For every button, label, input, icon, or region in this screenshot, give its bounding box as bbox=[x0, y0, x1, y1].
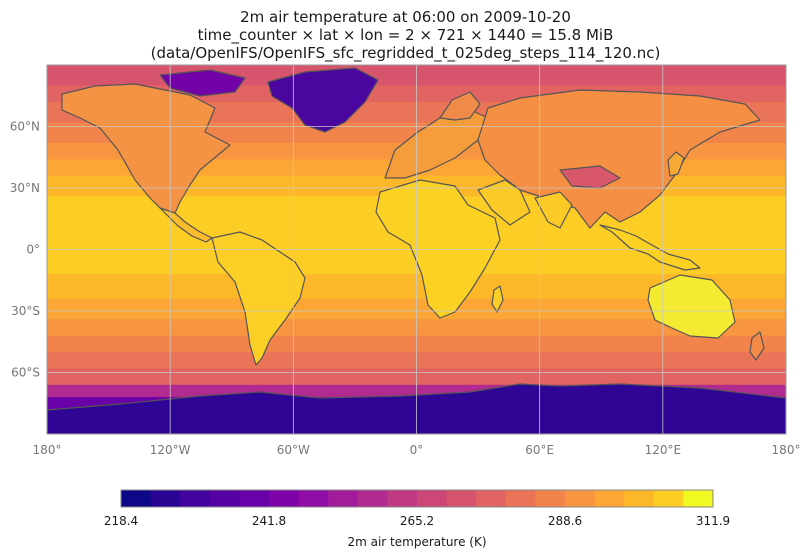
x-tick-labels: 180° 120°W 60°W 0° 60°E 120°E 180° bbox=[33, 443, 801, 457]
colorbar-tick-label: 218.4 bbox=[104, 514, 138, 528]
japan bbox=[667, 151, 685, 177]
colorbar-segment bbox=[683, 490, 714, 507]
x-tick-label: 120°W bbox=[150, 443, 191, 457]
colorbar-segment bbox=[121, 490, 151, 507]
south-america bbox=[211, 231, 306, 366]
north-america bbox=[61, 83, 231, 214]
colorbar-tick-label: 241.8 bbox=[252, 514, 286, 528]
scandinavia bbox=[439, 91, 481, 121]
madagascar bbox=[491, 285, 504, 313]
tibet bbox=[559, 165, 621, 189]
colorbar-segment bbox=[209, 490, 240, 507]
colorbar-label: 2m air temperature (K) bbox=[347, 535, 486, 549]
colorbar-segment bbox=[565, 490, 595, 507]
colorbar-segment bbox=[239, 490, 270, 507]
y-tick-label: 30°N bbox=[10, 181, 40, 195]
colorbar-segment bbox=[150, 490, 181, 507]
colorbar-tick-label: 265.2 bbox=[400, 514, 434, 528]
colorbar-segment bbox=[298, 490, 329, 507]
colorbar-tick-label: 311.9 bbox=[696, 514, 730, 528]
colorbar-segment bbox=[387, 490, 418, 507]
y-tick-label: 0° bbox=[26, 243, 40, 257]
x-tick-label: 60°E bbox=[525, 443, 554, 457]
x-tick-label: 120°E bbox=[645, 443, 682, 457]
x-tick-label: 0° bbox=[410, 443, 424, 457]
colorbar-segment bbox=[653, 490, 684, 507]
y-tick-label: 30°S bbox=[11, 304, 40, 318]
colorbar-segment bbox=[476, 490, 507, 507]
africa bbox=[375, 179, 501, 319]
colorbar-segment bbox=[624, 490, 655, 507]
colorbar-segment bbox=[505, 490, 536, 507]
greenland bbox=[267, 67, 379, 133]
australia bbox=[647, 274, 736, 339]
plot-frame bbox=[46, 64, 787, 435]
y-tick-labels: 60°N 30°N 0° 30°S 60°S bbox=[10, 120, 40, 380]
arabia-india bbox=[477, 179, 573, 229]
new-zealand bbox=[749, 331, 765, 361]
map-subtitle-file: (data/OpenIFS/OpenIFS_sfc_regridded_t_02… bbox=[150, 44, 661, 62]
land-regions bbox=[47, 67, 786, 434]
y-tick-label: 60°N bbox=[10, 120, 40, 134]
colorbar-tick-labels: 218.4 241.8 265.2 288.6 311.9 bbox=[104, 514, 730, 528]
colorbar-segment bbox=[328, 490, 359, 507]
graticule bbox=[47, 65, 786, 434]
colorbar-segment bbox=[417, 490, 447, 507]
colorbar-segment bbox=[535, 490, 566, 507]
colorbar-segment bbox=[594, 490, 625, 507]
colorbar bbox=[120, 489, 714, 508]
colorbar-tick-label: 288.6 bbox=[548, 514, 582, 528]
map-title: 2m air temperature at 06:00 on 2009-10-2… bbox=[240, 8, 571, 26]
colorbar-frame bbox=[120, 489, 714, 508]
x-tick-label: 180° bbox=[772, 443, 801, 457]
southeast-asia-islands bbox=[599, 224, 701, 271]
map-subtitle-dimensions: time_counter × lat × lon = 2 × 721 × 144… bbox=[197, 26, 614, 44]
colorbar-segment bbox=[269, 490, 299, 507]
colorbar-segment bbox=[357, 490, 388, 507]
colorbar-segment bbox=[180, 490, 211, 507]
x-tick-label: 180° bbox=[33, 443, 62, 457]
asia bbox=[477, 89, 761, 229]
colorbar-segment bbox=[446, 490, 477, 507]
x-tick-label: 60°W bbox=[277, 443, 310, 457]
y-tick-label: 60°S bbox=[11, 366, 40, 380]
